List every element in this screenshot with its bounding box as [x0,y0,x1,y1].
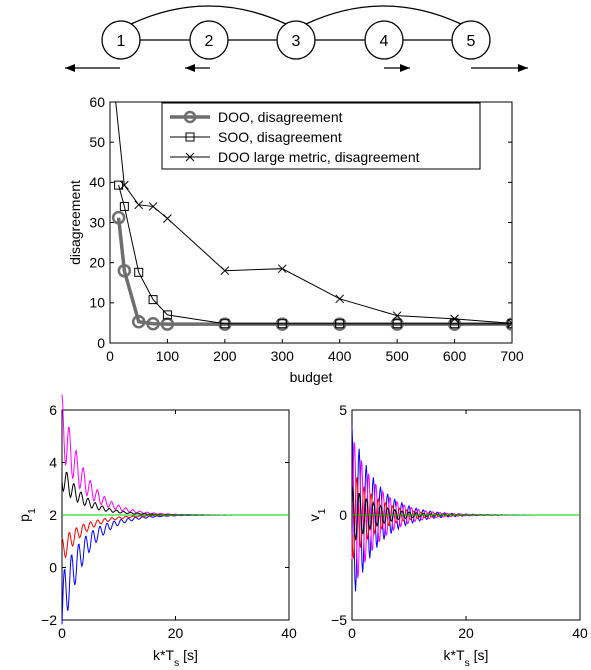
series-2-point [277,264,287,274]
series-1-point [392,319,402,329]
p1-xtick-label: 20 [168,625,184,641]
main-xtick-label: 700 [500,348,524,364]
node-label-2: 2 [205,33,214,50]
series-1-point [507,319,512,329]
main-ytick-label: 60 [89,94,105,110]
node-circle-3 [276,20,316,60]
main-ytick-label: 40 [89,174,105,190]
main-x-axis-label: budget [290,369,333,385]
v1-ytick-label: −5 [331,612,347,628]
node-circle-4 [364,20,404,60]
series-2-point [134,200,144,210]
p1-ytick-label: 4 [49,454,57,470]
series-0-point [111,210,126,225]
p1-xtick-label: 0 [58,625,66,641]
v1-y-axis-label: v1 [306,508,328,521]
v1-ytick-label: 5 [339,402,347,418]
legend-label-1: SOO, disagreement [218,129,342,145]
main-ytick-label: 0 [97,335,105,351]
series-1-point [220,319,230,329]
v1-x-axis-label: k*Ts [s] [444,647,489,669]
arrow-head-2 [185,64,195,72]
edge-3-5 [305,5,462,25]
main-ytick-label: 20 [89,255,105,271]
node-label-3: 3 [292,33,301,50]
node-label-4: 4 [380,33,389,50]
legend-swatch-marker-2 [185,152,195,162]
series-2-point [392,311,402,321]
arrow-head-4 [400,64,410,72]
node-circle-1 [101,20,141,60]
main-xtick-label: 500 [385,348,409,364]
series-0-point [117,263,132,278]
series-1-point [148,295,158,305]
p1-x-axis-label: k*Ts [s] [153,647,198,669]
main-xtick-label: 600 [443,348,467,364]
arrow-head-5 [518,64,528,72]
main-ytick-label: 10 [89,295,105,311]
main-ytick-label: 50 [89,134,105,150]
p1-ytick-label: 2 [49,507,57,523]
legend-box [161,102,481,170]
p1-ytick-label: −2 [41,612,57,628]
series-2-point [120,180,129,190]
node-label-5: 5 [467,33,476,50]
legend-swatch-marker-1 [185,132,195,142]
arrow-head-1 [65,64,75,72]
series-1-point [119,201,129,211]
series-2-point [335,294,345,304]
series-1-point [277,319,287,329]
main-ytick-label: 30 [89,214,105,230]
series-2-point [507,318,512,328]
series-1-point [450,319,460,329]
p1-ytick-label: 6 [49,402,57,418]
series-2-point [163,214,172,223]
budget-disagreement-chart: 0 100 200 300 400 500 600 700 0 10 20 30 40 50 60 budge… [67,94,524,385]
main-xtick-label: 0 [106,348,114,364]
legend-swatch-marker-0 [183,110,197,124]
series-0-point [146,316,160,331]
v1-xtick-label: 0 [348,625,356,641]
edge-1-3 [130,5,287,25]
main-data-area [111,102,512,331]
series-1-point [134,267,144,277]
node-circle-2 [189,20,229,60]
series-line-1 [118,185,512,325]
node-circle-5 [451,20,491,60]
main-y-axis-label: disagreement [67,180,83,265]
main-xtick-label: 100 [156,348,180,364]
v1-ytick-label: 0 [339,507,347,523]
series-2-point [148,202,158,211]
legend-label-2: DOO large metric, disagreement [218,149,420,165]
p1-xtick-label: 40 [281,625,297,641]
series-1-point [114,180,124,190]
node-label-1: 1 [117,33,126,50]
series-1-point [162,310,172,320]
p1-y-axis-label: p1 [16,508,38,522]
topology-diagram: 1 2 3 4 5 [65,5,528,72]
main-xtick-label: 400 [328,348,352,364]
main-xtick-label: 300 [271,348,295,364]
v1-xtick-label: 20 [458,625,474,641]
series-0-point [131,314,146,329]
series-1-point [335,319,345,329]
v1-xtick-label: 40 [572,625,588,641]
p1-ytick-label: 0 [49,559,57,575]
series-2-point [220,266,230,276]
legend-label-0: DOO, disagreement [218,109,343,125]
main-xtick-label: 200 [213,348,237,364]
series-2-point [450,314,459,324]
